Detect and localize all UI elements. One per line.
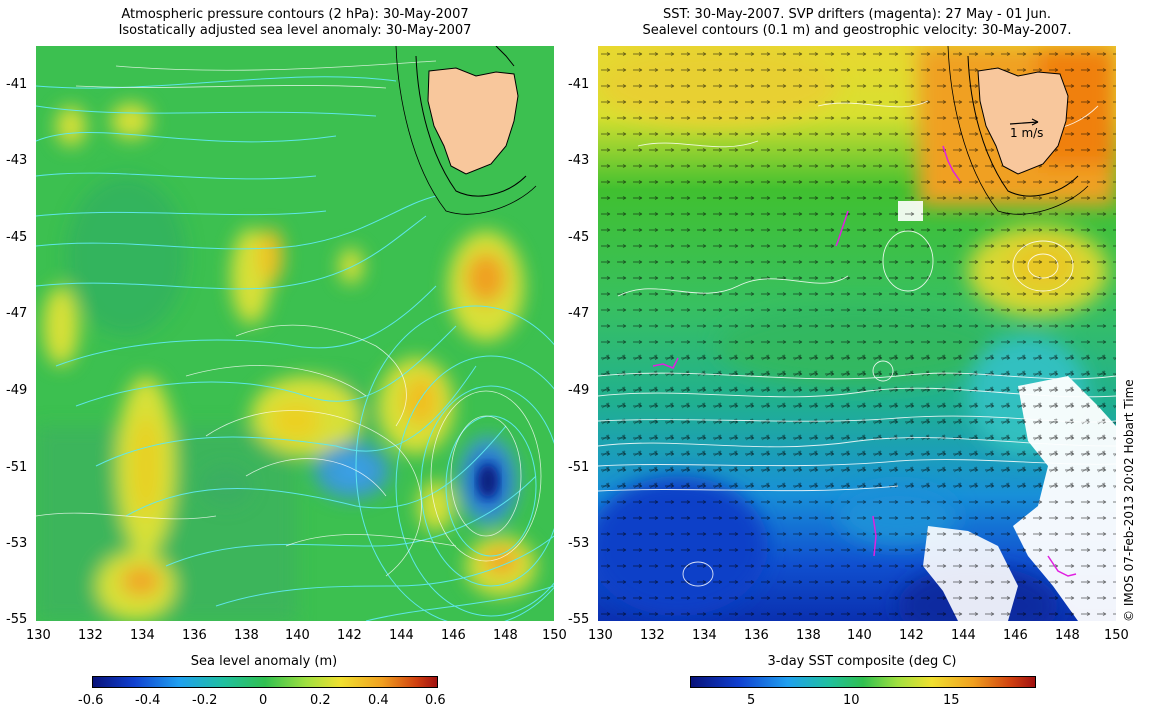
colorbar-tick: 0.4 [368,693,389,708]
colorbar-tick: 5 [747,693,756,708]
colorbar-tick: -0.6 [78,693,104,708]
sst-colorbar [690,676,1036,688]
lon-tick: 146 [1003,628,1028,643]
lon-tick: 142 [337,628,362,643]
lon-tick: 150 [1104,628,1129,643]
lat-tick: -49 [568,383,590,398]
sea-level-anomaly-map [36,46,554,621]
imos-credit: © IMOS 07-Feb-2013 20:02 Hobart Time [1122,379,1136,622]
sst-colorbar-title: 3-day SST composite (deg C) [767,654,957,669]
right-map-title: SST: 30-May-2007. SVP drifters (magenta)… [598,7,1116,39]
lon-tick: 130 [26,628,51,643]
lat-tick: -41 [568,77,590,92]
lat-tick: -51 [6,460,28,475]
lat-tick: -43 [6,153,28,168]
right-title-line1: SST: 30-May-2007. SVP drifters (magenta)… [663,7,1051,22]
velocity-scale-label: 1 m/s [1010,126,1044,140]
lon-tick: 140 [285,628,310,643]
lat-tick: -51 [568,460,590,475]
colorbar-tick: 0.2 [310,693,331,708]
colorbar-tick: -0.4 [135,693,161,708]
lat-tick: -53 [568,536,590,551]
lat-tick: -43 [568,153,590,168]
lat-tick: -47 [568,306,590,321]
tasmania-landmass [427,67,519,175]
colorbar-tick: 10 [843,693,860,708]
colorbar-tick: 15 [943,693,960,708]
lat-tick: -45 [6,230,28,245]
right-title-line2: Sealevel contours (0.1 m) and geostrophi… [642,23,1072,38]
lon-tick: 136 [744,628,769,643]
lat-tick: -53 [6,536,28,551]
lon-tick: 150 [542,628,567,643]
left-title-line1: Atmospheric pressure contours (2 hPa): 3… [121,7,469,22]
lon-tick: 136 [182,628,207,643]
lon-tick: 148 [493,628,518,643]
lon-tick: 146 [441,628,466,643]
lon-tick: 132 [78,628,103,643]
lat-tick: -41 [6,77,28,92]
lon-tick: 144 [389,628,414,643]
lon-tick: 138 [234,628,259,643]
lon-tick: 134 [692,628,717,643]
sla-colorbar-title: Sea level anomaly (m) [190,654,338,669]
lat-tick: -45 [568,230,590,245]
sst-map-graphic [598,46,1116,621]
left-map-title: Atmospheric pressure contours (2 hPa): 3… [36,7,554,39]
lat-tick: -55 [568,612,590,627]
colorbar-tick: -0.2 [192,693,218,708]
lon-tick: 140 [847,628,872,643]
colorbar-tick: 0.6 [425,693,446,708]
lon-tick: 142 [899,628,924,643]
lat-tick: -49 [6,383,28,398]
sla-colorbar [92,676,438,688]
lon-tick: 134 [130,628,155,643]
lon-tick: 130 [588,628,613,643]
colorbar-tick: 0 [259,693,268,708]
lon-tick: 132 [640,628,665,643]
lat-tick: -55 [6,612,28,627]
sst-map: 1 m/s [598,46,1116,621]
lon-tick: 138 [796,628,821,643]
velocity-scale-arrow [1009,118,1039,126]
left-title-line2: Isostatically adjusted sea level anomaly… [118,23,472,38]
sla-map-graphic [36,46,554,621]
lon-tick: 144 [951,628,976,643]
lat-tick: -47 [6,306,28,321]
lon-tick: 148 [1055,628,1080,643]
